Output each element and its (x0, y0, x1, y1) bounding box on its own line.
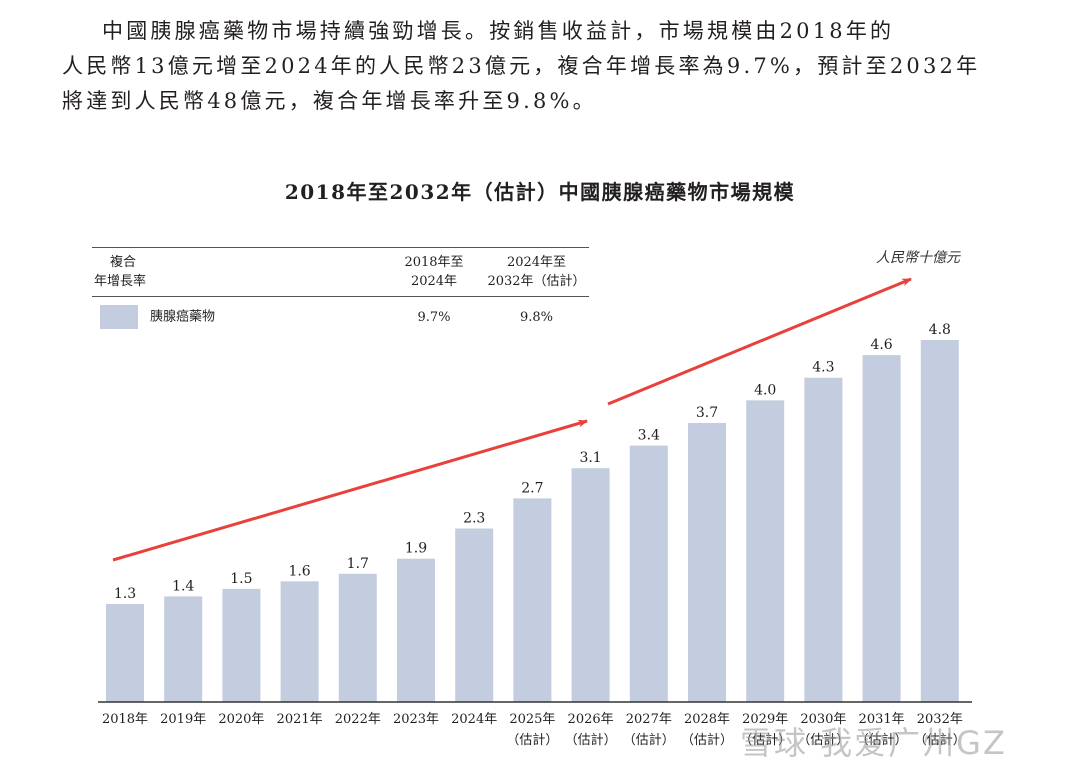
data-label: 3.7 (696, 405, 718, 421)
x-tick-sublabel: （估計） (914, 732, 966, 748)
x-tick-label: 2018年 (102, 712, 148, 727)
x-tick-label: 2022年 (335, 712, 381, 727)
cagr-legend-table: 複合 年增長率 2018年至 2024年 2024年至 2032年（估計） 胰腺… (92, 247, 589, 337)
bar-2025年 (513, 498, 552, 702)
header-2018-2024-line2: 2024年 (410, 274, 458, 289)
cagr-2018-2024-value: 9.7% (417, 309, 451, 325)
table-mid-rule (92, 296, 589, 297)
header-2024-2032: 2024年至 2032年（估計） (484, 253, 589, 291)
bar-2018年 (106, 603, 144, 702)
bar-2024年 (455, 528, 494, 702)
table-top-rule (92, 247, 589, 248)
paragraph-line: 將達到人民幣48億元，複合年增長率升至9.8%。 (62, 89, 597, 113)
x-tick-label: 2019年 (160, 712, 206, 727)
legend-swatch (100, 305, 138, 329)
data-label: 1.4 (172, 578, 194, 594)
header-2024-2032-line2: 2032年（估計） (487, 274, 586, 289)
x-tick-label: 2026年 (568, 712, 614, 727)
table-header-row: 複合 年增長率 2018年至 2024年 2024年至 2032年（估計） (92, 248, 589, 296)
x-tick-label: 2032年 (917, 712, 963, 727)
x-tick-sublabel: （估計） (623, 732, 675, 748)
growth-trend-arrow-1 (112, 419, 588, 562)
x-tick-label: 2021年 (277, 712, 323, 727)
bar-2023年 (397, 558, 435, 702)
bar-2022年 (338, 573, 377, 702)
bar-2019年 (164, 596, 203, 702)
x-tick-label: 2031年 (859, 712, 905, 727)
x-tick-label: 2030年 (800, 712, 846, 727)
data-label: 4.6 (870, 337, 892, 353)
header-cagr-line1: 複合 (110, 255, 137, 270)
bar-2027年 (629, 445, 668, 702)
header-2018-2024-line1: 2018年至 (404, 255, 464, 270)
x-tick-sublabel: （估計） (681, 732, 733, 748)
legend-entry: 胰腺癌藥物 (92, 305, 384, 329)
bar-2028年 (688, 422, 726, 702)
x-tick-label: 2029年 (742, 712, 788, 727)
x-tick-label: 2023年 (393, 712, 439, 727)
bar-2029年 (746, 400, 785, 702)
data-label: 4.8 (929, 322, 951, 338)
data-label: 3.1 (579, 450, 601, 466)
x-tick-label: 2028年 (684, 712, 730, 727)
x-tick-label: 2025年 (509, 712, 555, 727)
x-tick-label: 2027年 (626, 712, 672, 727)
data-label: 2.7 (521, 480, 543, 496)
header-2024-2032-line1: 2024年至 (506, 255, 567, 270)
growth-trend-arrow-2 (607, 277, 912, 406)
bar-2020年 (222, 588, 261, 702)
cagr-2024-2032-value: 9.8% (519, 309, 554, 325)
bar-2030年 (804, 377, 843, 702)
paragraph-line: 中國胰腺癌藥物市場持續強勁增長。按銷售收益計，市場規模由2018年的 (102, 19, 895, 43)
chart-title: 2018年至2032年（估計）中國胰腺癌藥物市場規模 (284, 180, 796, 204)
x-tick-sublabel: （估計） (739, 732, 791, 748)
x-tick-label: 2024年 (451, 712, 497, 727)
header-cagr-line2: 年增長率 (94, 274, 147, 289)
data-label: 1.9 (405, 541, 427, 557)
bar-2021年 (280, 581, 319, 702)
bar-2032年 (920, 340, 959, 702)
data-label: 4.0 (754, 382, 776, 398)
data-label: 4.3 (812, 360, 834, 376)
data-label: 1.7 (347, 556, 369, 572)
bar-2031年 (862, 355, 901, 702)
legend-label: 胰腺癌藥物 (150, 309, 216, 325)
intro-paragraph: 中國胰腺癌藥物市場持續強勁增長。按銷售收益計，市場規模由2018年的 人民幣13… (62, 14, 1022, 119)
header-cagr: 複合 年增長率 (92, 253, 384, 291)
bar-2026年 (571, 468, 610, 702)
x-tick-sublabel: （估計） (856, 732, 908, 748)
data-label: 1.6 (288, 563, 310, 579)
x-tick-sublabel: （估計） (797, 732, 849, 748)
data-label: 1.3 (114, 586, 136, 602)
data-label: 1.5 (230, 571, 252, 587)
x-tick-label: 2020年 (218, 712, 264, 727)
unit-label: 人民幣十億元 (876, 250, 960, 266)
data-label: 2.3 (463, 511, 485, 527)
x-tick-sublabel: （估計） (565, 732, 617, 748)
paragraph-line: 人民幣13億元增至2024年的人民幣23億元，複合年增長率為9.7%，預計至20… (62, 54, 981, 78)
data-label: 3.4 (638, 428, 660, 444)
header-2018-2024: 2018年至 2024年 (384, 253, 484, 291)
table-row: 胰腺癌藥物 9.7% 9.8% (92, 297, 589, 337)
watermark: 雪球·我爱广州GZ (740, 724, 1007, 762)
x-tick-sublabel: （估計） (506, 732, 558, 748)
